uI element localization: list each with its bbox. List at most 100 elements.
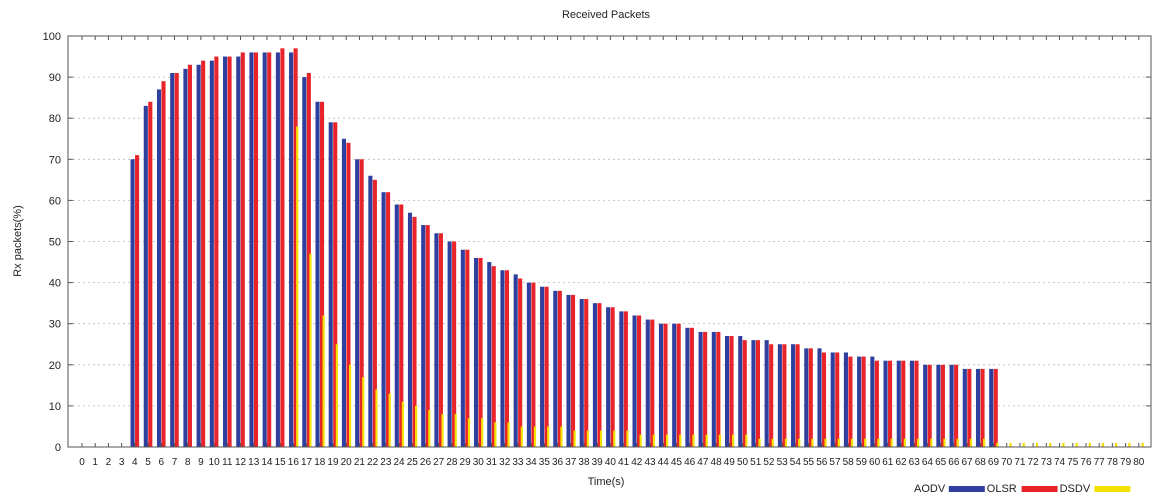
x-tick-label: 44 bbox=[658, 457, 670, 468]
bar-aodv bbox=[368, 175, 373, 448]
x-tick-label: 12 bbox=[235, 457, 247, 468]
bar-dsdv bbox=[798, 438, 801, 447]
x-tick-label: 67 bbox=[962, 457, 974, 468]
x-tick-label: 19 bbox=[327, 457, 339, 468]
x-tick-label: 14 bbox=[261, 457, 273, 468]
bar-aodv bbox=[949, 364, 954, 447]
y-tick-label: 0 bbox=[55, 442, 61, 454]
bar-dsdv bbox=[1128, 442, 1131, 447]
x-tick-label: 23 bbox=[380, 457, 392, 468]
bar-dsdv bbox=[428, 410, 431, 447]
bar-dsdv bbox=[586, 430, 589, 447]
bar-aodv bbox=[672, 323, 677, 447]
bar-olsr bbox=[240, 52, 245, 447]
bar-aodv bbox=[434, 233, 439, 447]
bar-aodv bbox=[553, 290, 558, 447]
x-tick-label: 48 bbox=[711, 457, 723, 468]
bar-aodv bbox=[751, 340, 756, 447]
bar-olsr bbox=[306, 72, 311, 448]
bar-aodv bbox=[500, 270, 505, 447]
x-axis-label: Time(s) bbox=[588, 476, 625, 488]
bar-dsdv bbox=[1101, 442, 1105, 447]
bar-aodv bbox=[196, 64, 201, 448]
bar-dsdv bbox=[996, 442, 999, 447]
x-tick-label: 26 bbox=[420, 457, 432, 468]
bar-aodv bbox=[447, 241, 452, 447]
bar-aodv bbox=[355, 159, 360, 448]
bar-olsr bbox=[425, 225, 430, 447]
bar-aodv bbox=[777, 344, 782, 447]
bar-olsr bbox=[808, 348, 813, 447]
x-tick-label: 68 bbox=[975, 457, 987, 468]
bar-dsdv bbox=[837, 438, 840, 447]
bar-aodv bbox=[526, 282, 531, 447]
bar-olsr bbox=[769, 344, 774, 447]
bar-dsdv bbox=[665, 434, 669, 447]
bar-olsr bbox=[848, 356, 853, 447]
bar-olsr bbox=[914, 360, 919, 447]
bar-olsr bbox=[293, 48, 298, 448]
x-tick-label: 31 bbox=[486, 457, 498, 468]
bar-aodv bbox=[328, 122, 333, 447]
bar-dsdv bbox=[692, 434, 695, 447]
bar-olsr bbox=[795, 344, 800, 447]
bar-olsr bbox=[703, 331, 708, 447]
bar-aodv bbox=[698, 331, 703, 447]
bar-dsdv bbox=[718, 434, 722, 447]
bar-aodv bbox=[183, 68, 188, 447]
bar-dsdv bbox=[401, 401, 404, 447]
bar-olsr bbox=[452, 241, 457, 447]
bar-dsdv bbox=[1049, 442, 1052, 447]
x-tick-label: 0 bbox=[79, 457, 85, 468]
x-tick-label: 80 bbox=[1133, 457, 1145, 468]
y-tick-label: 70 bbox=[49, 154, 61, 166]
bar-dsdv bbox=[1141, 442, 1144, 447]
bar-aodv bbox=[764, 340, 769, 447]
x-tick-label: 15 bbox=[275, 457, 287, 468]
bar-dsdv bbox=[639, 434, 642, 447]
bar-dsdv bbox=[467, 418, 471, 447]
bar-olsr bbox=[280, 48, 285, 448]
bar-olsr bbox=[346, 142, 351, 448]
bar-olsr bbox=[782, 344, 787, 447]
x-tick-label: 35 bbox=[539, 457, 551, 468]
x-tick-label: 46 bbox=[684, 457, 696, 468]
bar-aodv bbox=[341, 138, 346, 447]
bar-olsr bbox=[570, 294, 576, 447]
bar-dsdv bbox=[877, 438, 880, 447]
bar-dsdv bbox=[864, 438, 867, 447]
bar-olsr bbox=[980, 368, 985, 447]
bar-aodv bbox=[975, 368, 981, 447]
bar-dsdv bbox=[745, 434, 748, 447]
bar-olsr bbox=[253, 52, 259, 447]
bar-dsdv bbox=[652, 434, 655, 447]
y-tick-label: 50 bbox=[49, 237, 61, 249]
y-tick-label: 60 bbox=[49, 195, 61, 207]
x-tick-label: 25 bbox=[407, 457, 419, 468]
bar-dsdv bbox=[481, 418, 484, 447]
bar-dsdv bbox=[1009, 442, 1012, 447]
x-tick-label: 56 bbox=[816, 457, 828, 468]
x-tick-label: 28 bbox=[446, 457, 458, 468]
bar-aodv bbox=[830, 352, 835, 447]
bar-olsr bbox=[386, 192, 391, 447]
bar-dsdv bbox=[494, 422, 497, 447]
bar-olsr bbox=[399, 204, 404, 447]
bar-aodv bbox=[209, 60, 214, 447]
x-tick-label: 61 bbox=[882, 457, 894, 468]
bar-dsdv bbox=[547, 426, 550, 447]
bar-aodv bbox=[896, 360, 901, 447]
bar-aodv bbox=[619, 311, 624, 447]
x-tick-label: 3 bbox=[119, 457, 125, 468]
x-tick-label: 29 bbox=[460, 457, 472, 468]
x-tick-label: 62 bbox=[895, 457, 907, 468]
bar-olsr bbox=[610, 307, 615, 447]
bar-olsr bbox=[716, 331, 721, 447]
bar-aodv bbox=[592, 303, 597, 447]
x-tick-label: 2 bbox=[106, 457, 112, 468]
bar-dsdv bbox=[454, 414, 457, 447]
bar-dsdv bbox=[824, 438, 827, 447]
bar-olsr bbox=[940, 364, 945, 447]
bar-olsr bbox=[161, 81, 166, 448]
